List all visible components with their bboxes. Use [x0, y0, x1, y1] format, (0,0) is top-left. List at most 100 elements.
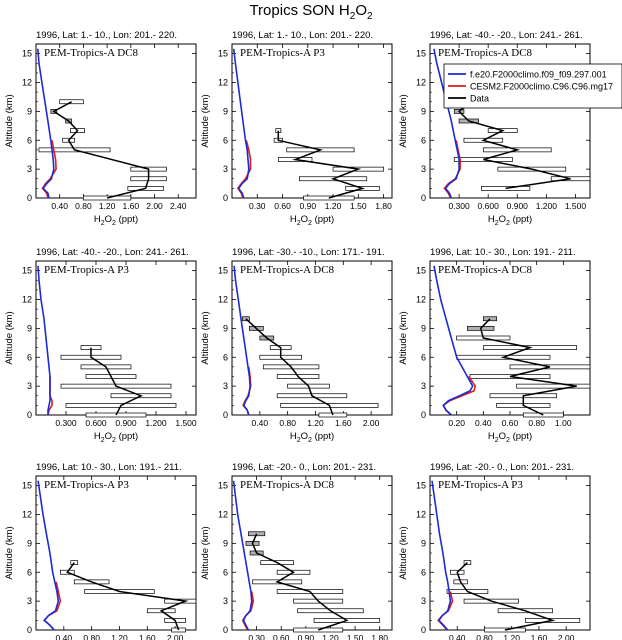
y-tick-label: 15 — [416, 481, 426, 491]
campaign-label: PEM-Tropics-A P3 — [44, 264, 129, 276]
panel-region-label: 1996, Lat: -40.- -20., Lon: 241.- 261. — [36, 247, 189, 258]
obs-line — [52, 101, 150, 199]
obs-errorbar — [516, 383, 591, 389]
x-tick-label: 1.200 — [145, 418, 167, 428]
y-tick-label: 9 — [27, 106, 32, 116]
x-axis-label: H2O2 (ppt) — [488, 431, 532, 444]
panel-region-label: 1996, Lat: 1.- 10., Lon: 201.- 220. — [232, 30, 373, 41]
title-subscript-2: 2 — [366, 11, 373, 22]
y-tick-label: 6 — [421, 135, 426, 145]
x-tick-label: 0.40 — [449, 633, 466, 640]
x-tick-label: 1.50 — [347, 633, 364, 640]
y-tick-label: 0 — [223, 193, 228, 203]
campaign-label: PEM-Tropics-A DC8 — [438, 47, 533, 59]
panel-region-label: 1996, Lat: -20.- 0., Lon: 201.- 231. — [232, 462, 376, 473]
panel-region-label: 1996, Lat: 10.- 30., Lon: 191.- 211. — [430, 247, 576, 258]
x-tick-label: 0.90 — [300, 201, 317, 211]
legend: f.e20.F2000climo.f09_f09.297.001 CESM2.F2… — [443, 63, 622, 109]
y-axis-label: Altitude (km) — [398, 526, 409, 579]
obs-errorbar — [463, 560, 472, 565]
x-tick-label: 1.80 — [375, 201, 392, 211]
y-tick-label: 12 — [416, 510, 426, 520]
x-tick-label: 0.600 — [85, 418, 107, 428]
x-tick-label: 1.20 — [322, 633, 339, 640]
y-tick-label: 6 — [27, 352, 32, 362]
campaign-label: PEM-Tropics-A DC8 — [240, 264, 335, 276]
x-tick-label: 0.80 — [279, 418, 296, 428]
figure-title: Tropics SON H2O2 — [0, 2, 622, 22]
x-tick-label: 0.900 — [507, 201, 529, 211]
x-tick-label: 0.300 — [55, 418, 77, 428]
y-tick-label: 3 — [223, 596, 228, 606]
y-tick-label: 6 — [27, 135, 32, 145]
y-tick-label: 0 — [27, 410, 32, 420]
x-tick-label: 0.40 — [475, 418, 492, 428]
x-tick-label: 1.20 — [307, 418, 324, 428]
x-axis-label: H2O2 (ppt) — [290, 214, 334, 227]
title-text-tail: O — [355, 2, 367, 19]
y-tick-label: 3 — [421, 164, 426, 174]
y-tick-label: 3 — [223, 164, 228, 174]
title-text: Tropics SON H — [249, 2, 350, 19]
y-tick-label: 15 — [22, 49, 32, 59]
model1-line — [431, 480, 452, 631]
obs-errorbar — [522, 412, 564, 418]
y-axis-label: Altitude (km) — [4, 311, 15, 364]
x-tick-label: 0.40 — [252, 418, 269, 428]
x-tick-label: 0.80 — [476, 633, 493, 640]
x-tick-label: 0.80 — [528, 418, 545, 428]
x-tick-label: 0.60 — [274, 201, 291, 211]
y-tick-label: 9 — [27, 538, 32, 548]
x-tick-label: 2.40 — [170, 201, 187, 211]
y-tick-label: 0 — [421, 193, 426, 203]
panel-7: 1996, Lat: 10.- 30., Lon: 191.- 211. PEM-… — [4, 462, 197, 640]
y-tick-label: 6 — [223, 135, 228, 145]
plot-frame — [35, 43, 197, 199]
obs-errorbar — [248, 531, 266, 537]
y-tick-label: 9 — [421, 538, 426, 548]
model1-line — [37, 48, 55, 199]
model1-line — [37, 480, 60, 631]
campaign-label: PEM-Tropics-A P3 — [240, 47, 325, 59]
x-axis-label: H2O2 (ppt) — [290, 431, 334, 444]
y-tick-label: 6 — [421, 567, 426, 577]
y-tick-label: 15 — [22, 266, 32, 276]
y-axis-label: Altitude (km) — [4, 526, 15, 579]
y-tick-label: 15 — [22, 481, 32, 491]
y-tick-label: 12 — [416, 295, 426, 305]
x-tick-label: 1.80 — [371, 633, 388, 640]
y-tick-label: 15 — [218, 49, 228, 59]
x-tick-label: 1.20 — [99, 201, 116, 211]
y-tick-label: 0 — [27, 193, 32, 203]
model1-line — [37, 265, 51, 415]
y-tick-label: 12 — [22, 510, 32, 520]
panel-region-label: 1996, Lat: -40.- -20., Lon: 241.- 261. — [430, 30, 583, 41]
x-tick-label: 0.90 — [298, 633, 315, 640]
x-tick-label: 2.00 — [363, 418, 380, 428]
y-tick-label: 12 — [218, 78, 228, 88]
x-axis-label: H2O2 (ppt) — [94, 214, 138, 227]
x-tick-label: 0.80 — [75, 201, 92, 211]
x-tick-label: 1.20 — [325, 201, 342, 211]
legend-box — [443, 63, 622, 109]
y-tick-label: 3 — [27, 596, 32, 606]
obs-line — [456, 562, 556, 631]
title-subscript: 2 — [349, 11, 356, 22]
y-tick-label: 12 — [218, 295, 228, 305]
panel-region-label: 1996, Lat: 10.- 30., Lon: 191.- 211. — [36, 462, 182, 473]
x-tick-label: 1.500 — [175, 418, 197, 428]
y-tick-label: 12 — [218, 510, 228, 520]
obs-line — [277, 130, 366, 199]
y-tick-label: 6 — [27, 567, 32, 577]
panel-region-label: 1996, Lat: 1.- 10., Lon: 201.- 220. — [36, 30, 177, 41]
x-tick-label: 0.30 — [248, 633, 265, 640]
y-axis-label: Altitude (km) — [200, 94, 211, 147]
x-tick-label: 0.300 — [448, 201, 470, 211]
y-tick-label: 0 — [421, 410, 426, 420]
model1-line — [232, 48, 250, 199]
campaign-label: PEM-Tropics-A DC8 — [240, 479, 335, 491]
y-tick-label: 0 — [421, 625, 426, 635]
campaign-label: PEM-Tropics-A DC8 — [44, 47, 139, 59]
y-tick-label: 15 — [218, 266, 228, 276]
x-tick-label: 0.900 — [115, 418, 137, 428]
